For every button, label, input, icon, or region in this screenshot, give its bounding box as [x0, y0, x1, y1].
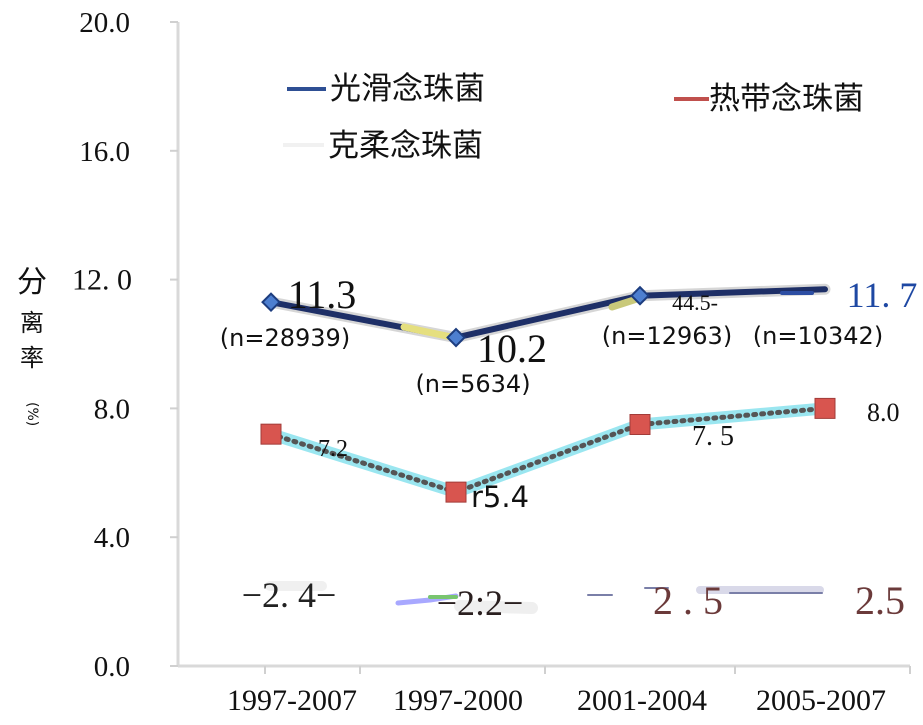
series-layer: [260, 283, 836, 614]
y-axis-title-unit: (%): [24, 402, 40, 426]
y-tick-label: 8.0: [94, 393, 130, 425]
axes-layer: 0.0 4.0 8.0 12. 0 16.0 20.0 分离率 (%) 1997-2007 199…: [17, 7, 911, 717]
y-tick-label: 12. 0: [72, 264, 132, 297]
y-axis-title-part: 分: [17, 265, 47, 300]
legend-item: 光滑念珠菌: [287, 71, 485, 107]
data-label: 2.5: [855, 578, 905, 623]
data-label: 8.0: [867, 398, 900, 427]
legend-item: 克柔念珠菌: [283, 128, 483, 164]
sample-size-label: (n=12963): [602, 322, 732, 350]
series-line-tropicalis: [268, 405, 828, 495]
series-highlight: [400, 323, 460, 342]
data-label: −2. 4−: [242, 575, 337, 615]
y-tick-label: 4.0: [94, 522, 130, 554]
legend-label: 热带念珠菌: [709, 81, 864, 117]
data-label: r5.4: [471, 480, 529, 514]
legend-label: 克柔念珠菌: [328, 128, 483, 164]
data-point: [445, 481, 467, 503]
data-point: [260, 423, 282, 445]
sample-size-label: (n=28939): [220, 324, 350, 352]
series-segment: [454, 600, 538, 614]
data-label: 11.3: [288, 272, 357, 317]
y-tick-label: 16.0: [79, 136, 130, 168]
legend-label: 光滑念珠菌: [330, 71, 485, 107]
data-label: −2:2−: [437, 583, 524, 623]
labels-layer: 11.3 10.2 44.5- 11. 7 (n=28939) (n=5634) (n=12…: [220, 272, 918, 623]
y-tick-label: 20.0: [79, 7, 130, 39]
series-glow-tropicalis: [265, 402, 831, 499]
data-label: 7. 5: [692, 421, 734, 452]
data-point: [629, 414, 651, 435]
data-point: [446, 327, 466, 348]
data-label: 2 . 5: [653, 578, 723, 623]
y-axis-title-part: 率: [20, 344, 44, 372]
data-point: [814, 397, 836, 419]
data-point: [630, 285, 650, 306]
y-axis-title-part: 离: [20, 309, 44, 337]
y-tick-label: 0.0: [94, 651, 130, 683]
data-point: [261, 292, 281, 313]
data-label: 44.5-: [672, 290, 718, 315]
series-line-glabrata: [268, 286, 828, 341]
x-tick-label: 1997-2000: [393, 684, 523, 717]
data-label: 10.2: [477, 326, 547, 371]
legend-item: 热带念珠菌: [674, 81, 864, 117]
x-tick-label: 1997-2007: [227, 684, 357, 717]
x-tick-label: 2001-2004: [577, 684, 707, 717]
data-label: 11. 7: [847, 275, 918, 315]
sample-size-label: (n=5634): [415, 370, 530, 398]
x-tick-label: 2005-2007: [756, 684, 886, 717]
data-label: 7.2: [318, 436, 348, 462]
sample-size-label: (n=10342): [753, 322, 883, 350]
